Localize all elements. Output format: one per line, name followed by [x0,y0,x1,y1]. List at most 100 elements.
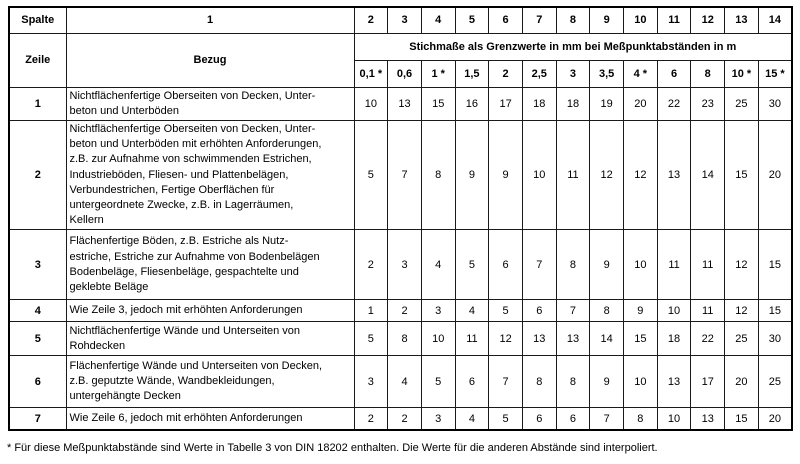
value-cell: 25 [724,86,759,121]
value-cell: 13 [555,321,591,357]
header-column-7: 7 [521,6,557,34]
value-cell: 13 [521,321,557,357]
value-cell: 10 [623,229,658,301]
header-distance-9: 4 * [623,59,658,88]
value-cell: 22 [656,86,692,121]
value-cell: 15 [757,299,793,323]
value-cell: 3 [387,229,422,301]
value-cell: 20 [757,119,793,231]
value-cell: 20 [757,407,793,431]
value-cell: 6 [521,299,557,323]
table-row-4: 4 Wie Zeile 3, jedoch mit erhöhten Anford… [8,299,793,323]
header-row-title: Zeile Bezug Stichmaße als Grenzwerte in … [8,32,793,88]
value-cell: 13 [690,407,726,431]
header-distance-3: 1 * [420,59,456,88]
value-cell: 15 [757,229,793,301]
value-cell: 15 [623,321,658,357]
value-cell: 16 [454,86,490,121]
value-cell: 12 [623,119,658,231]
header-distance-2: 0,6 [387,59,422,88]
header-column-2: 2 [353,6,389,34]
header-distance-13: 15 * [757,59,793,88]
value-cell: 17 [488,86,523,121]
value-cell: 30 [757,86,793,121]
header-column-13: 13 [724,6,759,34]
value-cell: 7 [555,299,591,323]
header-distance-1: 0,1 * [353,59,389,88]
value-cell: 7 [589,407,624,431]
value-cell: 8 [555,229,591,301]
value-cell: 4 [420,229,456,301]
bezug-cell: Nichtflächenfertige Oberseiten von Decke… [65,86,355,121]
value-cell: 11 [690,299,726,323]
value-cell: 30 [757,321,793,357]
value-cell: 3 [353,355,389,409]
value-cell: 11 [690,229,726,301]
value-cell: 2 [353,407,389,431]
bezug-cell: Nichtflächenfertige Wände und Unterseite… [65,321,355,357]
table-row-1: 1 Nichtflächenfertige Oberseiten von Deck… [8,86,793,121]
header-zeile-label: Zeile [8,32,67,88]
value-cell: 15 [724,119,759,231]
header-distance-7: 3 [555,59,591,88]
value-cell: 15 [724,407,759,431]
value-cell: 5 [454,229,490,301]
header-distance-12: 10 * [724,59,759,88]
value-cell: 11 [656,229,692,301]
value-cell: 4 [454,299,490,323]
value-cell: 6 [488,229,523,301]
value-cell: 9 [589,355,624,409]
value-cell: 9 [589,229,624,301]
header-distance-10: 6 [656,59,692,88]
value-cell: 12 [589,119,624,231]
value-cell: 13 [656,119,692,231]
value-cell: 10 [656,299,692,323]
header-column-1: 1 [65,6,355,34]
value-cell: 13 [387,86,422,121]
zeile-cell: 2 [8,119,67,231]
header-column-10: 10 [623,6,658,34]
header-distance-8: 3,5 [589,59,624,88]
value-cell: 7 [521,229,557,301]
header-column-14: 14 [757,6,793,34]
value-cell: 3 [420,299,456,323]
value-cell: 4 [454,407,490,431]
value-cell: 6 [555,407,591,431]
zeile-cell: 3 [8,229,67,301]
tolerance-table: Spalte 1 2 3 4 5 6 7 8 9 10 11 12 13 14 Zeile Bezug … [8,6,793,431]
value-cell: 6 [454,355,490,409]
header-column-11: 11 [656,6,692,34]
table-row-5: 5 Nichtflächenfertige Wände und Unterseit… [8,321,793,357]
header-span-title: Stichmaße als Grenzwerte in mm bei Meßpu… [353,32,793,61]
value-cell: 19 [589,86,624,121]
header-column-12: 12 [690,6,726,34]
value-cell: 11 [555,119,591,231]
value-cell: 18 [521,86,557,121]
footnote: * Für diese Meßpunktabstände sind Werte … [7,442,658,454]
value-cell: 8 [521,355,557,409]
header-column-4: 4 [420,6,456,34]
header-column-6: 6 [488,6,523,34]
bezug-cell: Nichtflächenfertige Oberseiten von Decke… [65,119,355,231]
value-cell: 1 [353,299,389,323]
value-cell: 17 [690,355,726,409]
value-cell: 8 [589,299,624,323]
value-cell: 14 [690,119,726,231]
bezug-cell: Flächenfertige Böden, z.B. Estriche als … [65,229,355,301]
value-cell: 15 [420,86,456,121]
zeile-cell: 5 [8,321,67,357]
value-cell: 5 [353,119,389,231]
value-cell: 12 [488,321,523,357]
value-cell: 25 [757,355,793,409]
value-cell: 10 [656,407,692,431]
value-cell: 2 [353,229,389,301]
value-cell: 10 [353,86,389,121]
value-cell: 8 [420,119,456,231]
value-cell: 3 [420,407,456,431]
header-row-distances: 0,1 * 0,6 1 * 1,5 2 2,5 3 3,5 4 * 6 8 10 * 15 * [9,59,793,88]
value-cell: 9 [454,119,490,231]
table-row-6: 6 Flächenfertige Wände und Unterseiten vo… [8,355,793,409]
value-cell: 23 [690,86,726,121]
zeile-cell: 1 [8,86,67,121]
